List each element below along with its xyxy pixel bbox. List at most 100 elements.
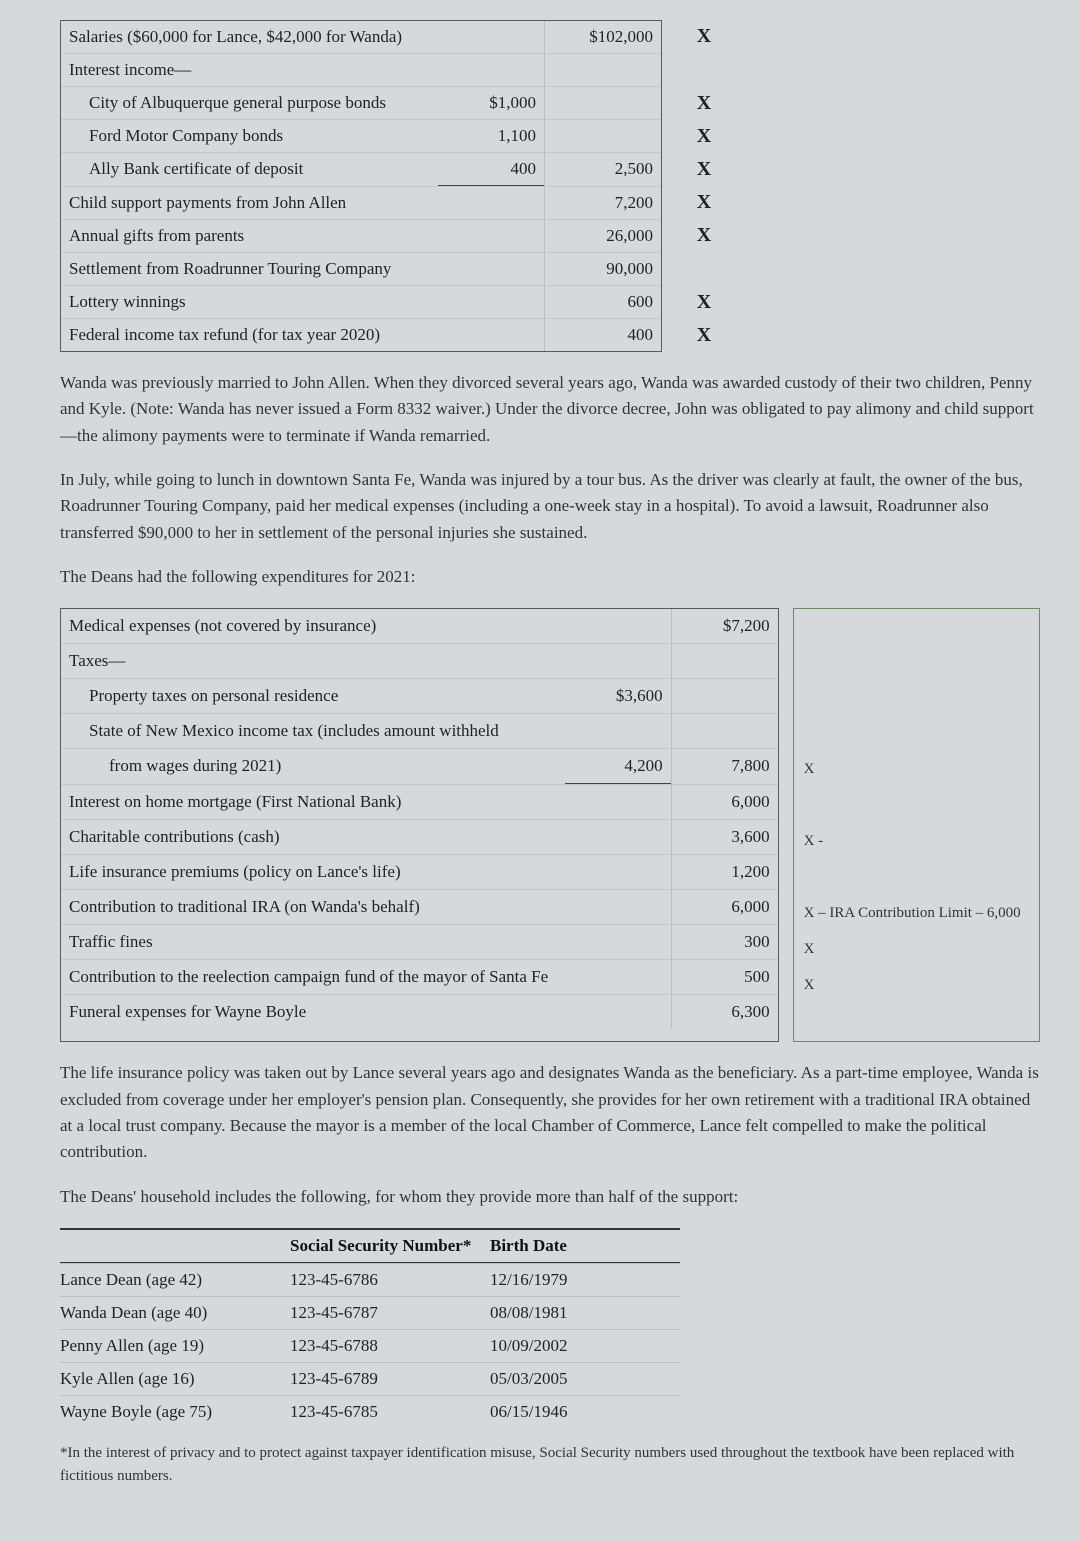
- household-row: Penny Allen (age 19)123-45-678810/09/200…: [60, 1329, 680, 1362]
- expense-row: Contribution to the reelection campaign …: [61, 959, 778, 994]
- income-col2: 90,000: [544, 253, 661, 285]
- expense-note: [794, 861, 1039, 897]
- col-ssn: Social Security Number*: [290, 1236, 490, 1256]
- income-col1: 1,100: [438, 120, 544, 152]
- mark-icon: [674, 53, 734, 86]
- expense-col1: [565, 995, 671, 1029]
- income-label: Lottery winnings: [61, 286, 438, 318]
- mark-icon: X: [674, 120, 734, 153]
- expense-note: [794, 717, 1039, 753]
- expenses-notes: XX -X – IRA Contribution Limit – 6,000XX: [793, 608, 1040, 1042]
- expense-row: Charitable contributions (cash) 3,600: [61, 819, 778, 854]
- col-name: [60, 1236, 290, 1256]
- col-birthdate: Birth Date: [490, 1236, 650, 1256]
- expense-label: State of New Mexico income tax (includes…: [61, 714, 565, 748]
- household-name: Kyle Allen (age 16): [60, 1369, 290, 1389]
- expense-col2: 300: [671, 925, 778, 959]
- income-label: City of Albuquerque general purpose bond…: [61, 87, 438, 119]
- expense-col2: 7,800: [671, 749, 778, 784]
- income-col1: [438, 54, 544, 86]
- household-name: Wanda Dean (age 40): [60, 1303, 290, 1323]
- income-row: Ally Bank certificate of deposit4002,500: [61, 152, 661, 186]
- household-birthdate: 08/08/1981: [490, 1303, 650, 1323]
- income-label: Annual gifts from parents: [61, 220, 438, 252]
- income-col1: [438, 21, 544, 53]
- income-row: Settlement from Roadrunner Touring Compa…: [61, 252, 661, 285]
- expense-label: Contribution to the reelection campaign …: [61, 960, 565, 994]
- expense-col2: 1,200: [671, 855, 778, 889]
- household-ssn: 123-45-6789: [290, 1369, 490, 1389]
- income-row: City of Albuquerque general purpose bond…: [61, 86, 661, 119]
- income-col2: 400: [544, 319, 661, 351]
- income-col1: [438, 220, 544, 252]
- expense-note: X: [794, 969, 1039, 1005]
- income-label: Ford Motor Company bonds: [61, 120, 438, 152]
- paragraph-2: In July, while going to lunch in downtow…: [60, 467, 1040, 546]
- household-birthdate: 05/03/2005: [490, 1369, 650, 1389]
- expense-note: [794, 645, 1039, 681]
- income-label: Ally Bank certificate of deposit: [61, 153, 438, 186]
- expense-col2: 6,000: [671, 785, 778, 819]
- expense-label: Funeral expenses for Wayne Boyle: [61, 995, 565, 1029]
- income-label: Salaries ($60,000 for Lance, $42,000 for…: [61, 21, 438, 53]
- mark-icon: [674, 252, 734, 285]
- income-row: Ford Motor Company bonds1,100: [61, 119, 661, 152]
- mark-icon: X: [674, 319, 734, 352]
- expense-row: Life insurance premiums (policy on Lance…: [61, 854, 778, 889]
- paragraph-1: Wanda was previously married to John All…: [60, 370, 1040, 449]
- household-row: Lance Dean (age 42)123-45-678612/16/1979: [60, 1263, 680, 1296]
- income-col1: [438, 319, 544, 351]
- expense-row: Taxes—: [61, 643, 778, 678]
- expense-label: from wages during 2021): [61, 749, 565, 784]
- expense-note: [794, 681, 1039, 717]
- expense-label: Interest on home mortgage (First Nationa…: [61, 785, 565, 819]
- income-label: Federal income tax refund (for tax year …: [61, 319, 438, 351]
- income-col2: [544, 120, 661, 152]
- expense-label: Property taxes on personal residence: [61, 679, 565, 713]
- household-ssn: 123-45-6788: [290, 1336, 490, 1356]
- expense-col1: [565, 925, 671, 959]
- expense-note: [794, 1005, 1039, 1041]
- income-marks: XXXXXXXX: [674, 20, 734, 352]
- expense-row: Funeral expenses for Wayne Boyle 6,300: [61, 994, 778, 1029]
- household-birthdate: 06/15/1946: [490, 1402, 650, 1422]
- expenses-section: Medical expenses (not covered by insuran…: [60, 608, 1040, 1042]
- expense-label: Charitable contributions (cash): [61, 820, 565, 854]
- income-row: Interest income—: [61, 53, 661, 86]
- expense-row: Medical expenses (not covered by insuran…: [61, 609, 778, 643]
- expenses-table: Medical expenses (not covered by insuran…: [60, 608, 779, 1042]
- household-row: Wanda Dean (age 40)123-45-678708/08/1981: [60, 1296, 680, 1329]
- expense-label: Traffic fines: [61, 925, 565, 959]
- income-row: Salaries ($60,000 for Lance, $42,000 for…: [61, 21, 661, 53]
- paragraph-3: The Deans had the following expenditures…: [60, 564, 1040, 590]
- income-col2: 7,200: [544, 187, 661, 219]
- expense-row: Traffic fines 300: [61, 924, 778, 959]
- expense-col2: 6,300: [671, 995, 778, 1029]
- expense-col1: [565, 785, 671, 819]
- income-col2: [544, 54, 661, 86]
- expense-label: Medical expenses (not covered by insuran…: [61, 609, 565, 643]
- income-row: Child support payments from John Allen7,…: [61, 186, 661, 219]
- expense-col1: [565, 855, 671, 889]
- household-name: Wayne Boyle (age 75): [60, 1402, 290, 1422]
- income-row: Lottery winnings600: [61, 285, 661, 318]
- expense-col1: [565, 609, 671, 643]
- expense-label: Taxes—: [61, 644, 565, 678]
- expense-col1: [565, 714, 671, 748]
- expense-col1: [565, 890, 671, 924]
- expense-col2: [671, 679, 778, 713]
- income-label: Settlement from Roadrunner Touring Compa…: [61, 253, 438, 285]
- expense-note: [794, 609, 1039, 645]
- household-row: Wayne Boyle (age 75)123-45-678506/15/194…: [60, 1395, 680, 1428]
- expense-col1: [565, 960, 671, 994]
- income-row: Federal income tax refund (for tax year …: [61, 318, 661, 351]
- household-name: Lance Dean (age 42): [60, 1270, 290, 1290]
- expense-col1: 4,200: [565, 749, 671, 784]
- expense-row: Contribution to traditional IRA (on Wand…: [61, 889, 778, 924]
- income-col1: [438, 253, 544, 285]
- expense-label: Contribution to traditional IRA (on Wand…: [61, 890, 565, 924]
- expense-row: State of New Mexico income tax (includes…: [61, 713, 778, 748]
- page: Salaries ($60,000 for Lance, $42,000 for…: [0, 0, 1080, 1542]
- mark-icon: X: [674, 86, 734, 119]
- expense-col2: 3,600: [671, 820, 778, 854]
